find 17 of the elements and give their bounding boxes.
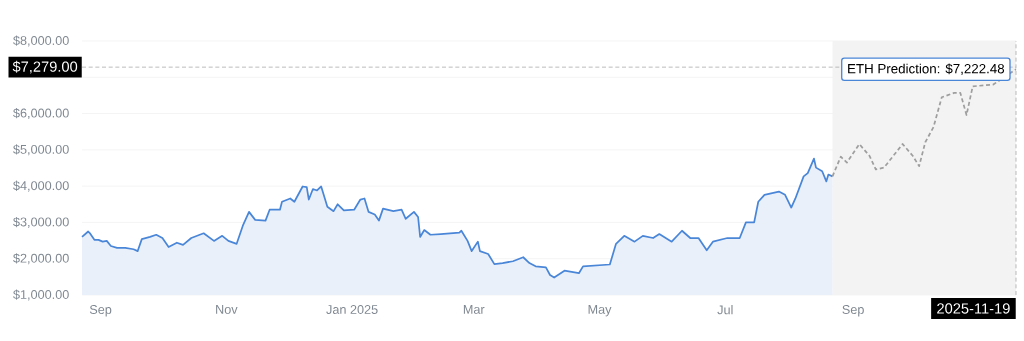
y-tick-label: $2,000.00	[13, 253, 69, 265]
x-tick-label: May	[588, 305, 612, 317]
x-tick-label: Nov	[216, 305, 238, 314]
y-tick-label: $5,000.00	[13, 144, 69, 156]
x-tick-label: Jul	[717, 305, 733, 315]
annotation: ETH Prediction: $7,222.48	[848, 63, 1005, 75]
y-tick-label: $4,000.00	[13, 180, 69, 192]
ref-line-label: 2025-11-19	[937, 303, 1010, 314]
x-tick-label: Sep	[89, 305, 112, 317]
y-tick-label: $1,000.00	[13, 289, 69, 301]
y-tick-label: $3,000.00	[13, 216, 69, 228]
x-tick-label: Mar	[463, 305, 485, 314]
y-tick-label: $8,000.00	[13, 35, 69, 47]
x-tick-label: Sep	[842, 305, 864, 317]
ref-line-label: $7,279.00	[12, 60, 78, 74]
y-tick-label: $6,000.00	[13, 108, 69, 120]
x-tick-label: Jan 2025	[326, 305, 378, 314]
